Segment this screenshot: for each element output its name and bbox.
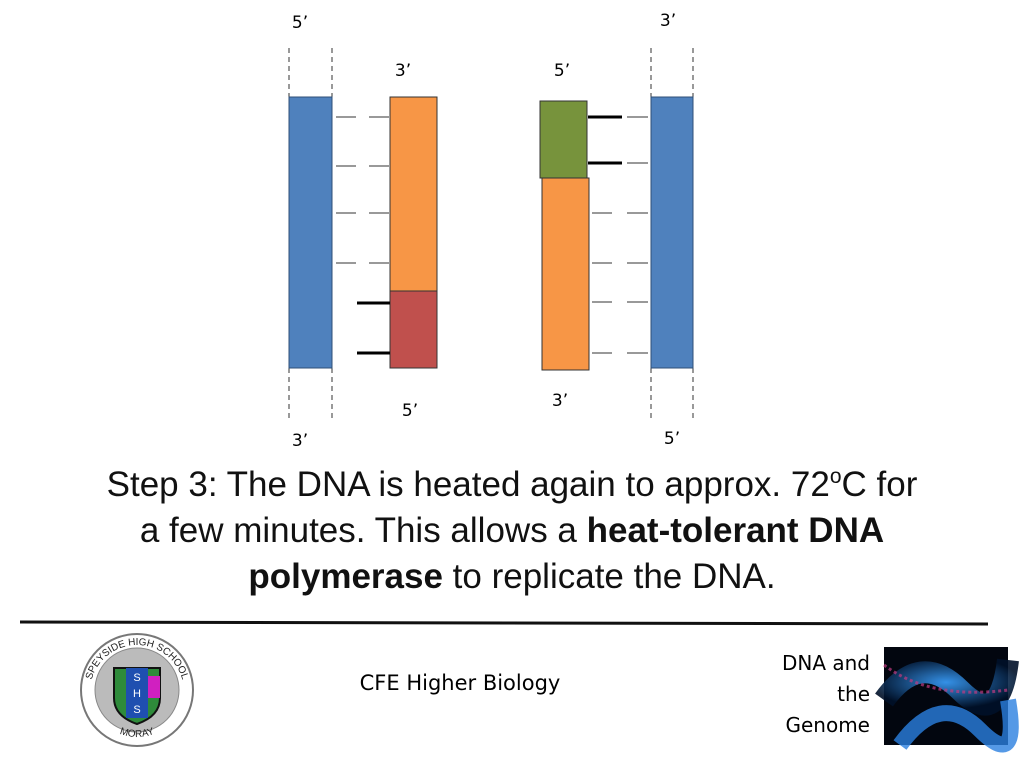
unit-title: DNA and the Genome [782, 651, 870, 737]
unit-line: the [837, 682, 870, 706]
caption-text: a few minutes. This allows a [139, 511, 587, 550]
divider [19, 620, 989, 626]
caption: Step 3: The DNA is heated again to appro… [20, 462, 1004, 600]
end-label: 3’ [660, 11, 676, 31]
end-label: 5’ [554, 61, 570, 81]
end-label: 3’ [552, 391, 568, 411]
end-label: 3’ [395, 61, 411, 81]
left-duplex [288, 48, 438, 418]
end-label: 3’ [292, 431, 308, 451]
course-title: CFE Higher Biology [360, 671, 561, 695]
template-strand [288, 96, 333, 369]
right-duplex [539, 48, 694, 418]
end-label: 5’ [292, 13, 308, 33]
dna-image [875, 647, 1019, 753]
strand [541, 177, 590, 371]
caption-text: C for [841, 465, 918, 504]
unit-line: DNA and [782, 651, 870, 675]
primer-bonds [588, 115, 622, 165]
unit-line: Genome [785, 713, 870, 737]
caption-text: to replicate the DNA. [442, 557, 776, 596]
primer [539, 100, 588, 179]
logo-letter: H [133, 688, 141, 700]
primer [389, 290, 438, 369]
template-strand [650, 96, 694, 369]
primer-bonds [357, 301, 390, 355]
logo-letter: S [133, 704, 140, 716]
end-label: 5’ [664, 429, 680, 449]
logo-letter: S [133, 672, 140, 684]
bonds [336, 116, 389, 264]
caption-bold: polymerase [248, 557, 443, 596]
end-label: 5’ [402, 401, 418, 421]
school-logo: SPEYSIDE HIGH SCHOOL MORAY S H S [80, 633, 194, 747]
logo-text: MORAY [118, 726, 155, 740]
caption-superscript: o [829, 465, 842, 488]
caption-text: Step 3: The DNA is heated again to appro… [106, 465, 830, 504]
bonds [592, 116, 648, 354]
caption-bold: heat-tolerant DNA [586, 511, 885, 550]
strand [389, 96, 438, 292]
